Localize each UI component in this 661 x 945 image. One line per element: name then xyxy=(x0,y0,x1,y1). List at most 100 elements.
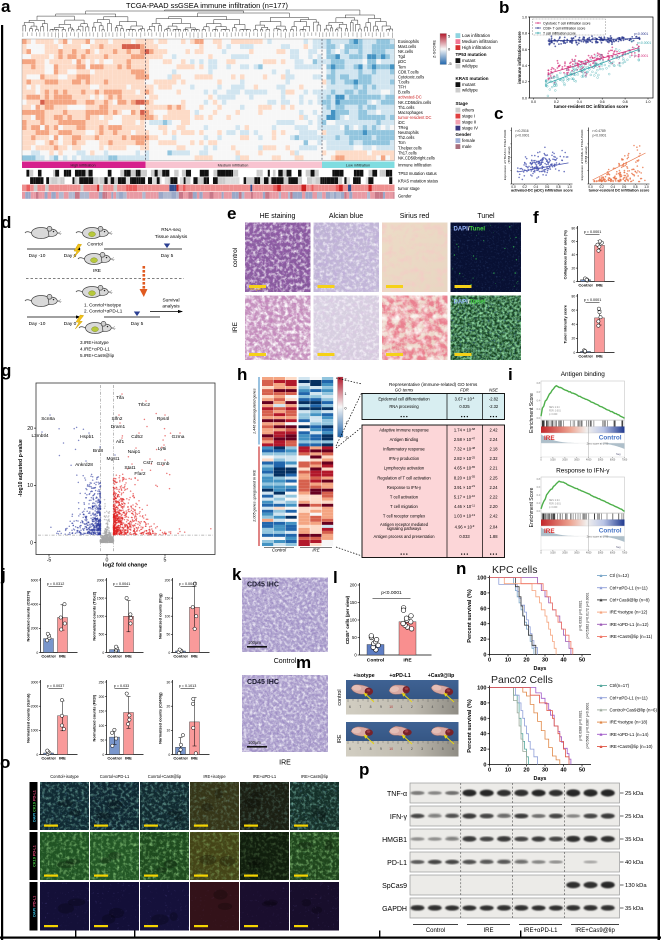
svg-text:80: 80 xyxy=(572,294,576,298)
svg-text:CD8+ T cell infiltration score: CD8+ T cell infiltration score xyxy=(543,27,585,31)
svg-text:Tunel intensity score: Tunel intensity score xyxy=(563,304,568,343)
svg-text:Low infiltration: Low infiltration xyxy=(346,164,370,168)
svg-text:TP53 mutation status: TP53 mutation status xyxy=(398,171,437,176)
svg-text:0.4: 0.4 xyxy=(522,64,527,68)
svg-text:immune infiltration score: immune infiltration score xyxy=(517,31,522,84)
svg-text:IRE: IRE xyxy=(596,283,603,288)
svg-text:c: c xyxy=(494,104,503,123)
svg-text:Conrtol: Conrtol xyxy=(87,242,102,248)
svg-text:p<0.0001: p<0.0001 xyxy=(634,54,648,58)
svg-text:1.0: 1.0 xyxy=(522,15,527,19)
svg-text:1. Conrtol+isotype: 1. Conrtol+isotype xyxy=(84,303,122,308)
svg-text:p<0.0001: p<0.0001 xyxy=(516,134,530,138)
svg-text:Medium infiltration: Medium infiltration xyxy=(462,39,498,44)
svg-text:T cell infiltration score: T cell infiltration score xyxy=(543,32,576,36)
svg-text:RNA-seq: RNA-seq xyxy=(161,227,181,233)
svg-text:Control: Control xyxy=(578,283,592,288)
svg-text:IRE: IRE xyxy=(232,321,239,333)
svg-text:High infiltration: High infiltration xyxy=(462,45,492,50)
svg-text:Survival: Survival xyxy=(162,298,179,304)
svg-text:High infiltration: High infiltration xyxy=(70,164,95,168)
svg-text:r=0.2516: r=0.2516 xyxy=(516,129,529,133)
svg-text:others: others xyxy=(462,108,475,113)
svg-text:KRAS mutation: KRAS mutation xyxy=(456,76,489,81)
svg-text:Gender: Gender xyxy=(456,132,472,137)
svg-text:Day 5: Day 5 xyxy=(161,253,174,259)
svg-text:20: 20 xyxy=(572,266,576,270)
svg-text:0: 0 xyxy=(30,540,33,546)
svg-text:40: 40 xyxy=(572,253,576,257)
svg-text:Gender: Gender xyxy=(398,193,412,198)
svg-text:IRE: IRE xyxy=(93,268,101,274)
svg-text:0.0: 0.0 xyxy=(531,100,536,104)
svg-text:Z-SCORE: Z-SCORE xyxy=(432,40,437,58)
svg-text:p < 0.0001: p < 0.0001 xyxy=(584,298,602,302)
svg-text:DAPI/Tunel: DAPI/Tunel xyxy=(454,227,486,233)
svg-text:Stage: Stage xyxy=(456,101,469,106)
svg-text:0: 0 xyxy=(573,280,575,284)
svg-text:0: 0 xyxy=(573,351,575,355)
svg-text:Day -10: Day -10 xyxy=(29,321,46,327)
svg-text:0.8: 0.8 xyxy=(522,32,527,36)
svg-text:Collagenous fiber area (%): Collagenous fiber area (%) xyxy=(563,230,568,280)
svg-text:f: f xyxy=(533,208,539,227)
svg-text:-log10 adjusted p-value: -log10 adjusted p-value xyxy=(18,439,24,497)
svg-text:4.IRE+αPD-L1: 4.IRE+αPD-L1 xyxy=(80,347,110,352)
svg-text:0.0: 0.0 xyxy=(522,96,527,100)
svg-text:3.IRE+isotype: 3.IRE+isotype xyxy=(80,340,109,345)
svg-text:2. Conrtol+αPD-L1: 2. Conrtol+αPD-L1 xyxy=(84,309,123,314)
svg-text:KRAS mutation status: KRAS mutation status xyxy=(398,179,438,184)
svg-text:wildtype: wildtype xyxy=(462,64,478,69)
svg-text:Alcian blue: Alcian blue xyxy=(329,213,363,220)
svg-text:e: e xyxy=(227,204,236,223)
svg-text:log2 fold change: log2 fold change xyxy=(103,563,147,569)
svg-text:5.IRE+Cas9@lip: 5.IRE+Cas9@lip xyxy=(80,353,115,358)
svg-text:80: 80 xyxy=(572,226,576,230)
svg-text:Day -10: Day -10 xyxy=(29,253,46,259)
svg-text:p = 0.0001: p = 0.0001 xyxy=(584,230,602,234)
svg-text:stage IV: stage IV xyxy=(462,126,478,131)
svg-text:5: 5 xyxy=(164,558,167,564)
svg-text:Cytotoxic T cell infiltration: Cytotoxic T cell infiltration score xyxy=(543,22,591,26)
svg-text:tumor-resident DC infiltration: tumor-resident DC infiltration score xyxy=(589,189,650,193)
svg-text:tumor-resident DC infiltration: tumor-resident DC infiltration score xyxy=(554,104,629,109)
svg-text:wildtype: wildtype xyxy=(462,88,478,93)
svg-text:r=0.4789: r=0.4789 xyxy=(593,129,606,133)
svg-text:Immune infiltration: Immune infiltration xyxy=(398,163,432,168)
svg-text:Control: Control xyxy=(578,354,592,359)
svg-text:NK.CD56bright.cells: NK.CD56bright.cells xyxy=(398,155,435,160)
svg-text:Day 5: Day 5 xyxy=(131,321,144,327)
svg-text:1.0: 1.0 xyxy=(646,100,651,104)
svg-text:Tissue analysis: Tissue analysis xyxy=(155,234,188,240)
svg-text:IRE: IRE xyxy=(596,354,603,359)
svg-text:TP53 mutation: TP53 mutation xyxy=(456,52,487,57)
svg-text:-5: -5 xyxy=(47,558,52,564)
svg-text:0.2: 0.2 xyxy=(522,80,527,84)
svg-text:HE staining: HE staining xyxy=(260,213,296,220)
svg-text:tumor stage: tumor stage xyxy=(398,186,420,191)
svg-text:Sirius red: Sirius red xyxy=(400,213,430,220)
svg-text:40: 40 xyxy=(572,323,576,327)
svg-text:stage I: stage I xyxy=(462,114,475,119)
svg-text:mutant: mutant xyxy=(462,58,476,63)
svg-text:60: 60 xyxy=(572,240,576,244)
svg-text:p<0.0001: p<0.0001 xyxy=(593,134,607,138)
svg-text:p<0.0001: p<0.0001 xyxy=(634,32,648,36)
svg-text:b: b xyxy=(499,0,509,17)
svg-text:60: 60 xyxy=(572,308,576,312)
svg-text:male: male xyxy=(462,144,472,149)
svg-text:Day 0: Day 0 xyxy=(64,321,77,327)
svg-text:50 μm: 50 μm xyxy=(250,286,263,291)
svg-text:mutant: mutant xyxy=(462,82,476,87)
svg-text:Medium infiltration: Medium infiltration xyxy=(218,164,249,168)
svg-text:female: female xyxy=(462,138,476,143)
svg-text:(TPM value): (TPM value) xyxy=(507,147,511,164)
svg-text:(TPM value): (TPM value) xyxy=(584,147,588,164)
svg-text:TCGA-PAAD ssGSEA immune infilt: TCGA-PAAD ssGSEA immune infiltration (n=… xyxy=(126,1,288,10)
svg-text:activated-DC (aDC) infiltratio: activated-DC (aDC) infiltration score xyxy=(511,189,573,193)
svg-text:Low infiltration: Low infiltration xyxy=(462,33,491,38)
svg-text:20: 20 xyxy=(27,426,33,432)
svg-text:a: a xyxy=(1,0,11,16)
svg-text:DAPI/Tunel: DAPI/Tunel xyxy=(454,300,486,306)
svg-text:p<0.0001: p<0.0001 xyxy=(637,41,651,45)
